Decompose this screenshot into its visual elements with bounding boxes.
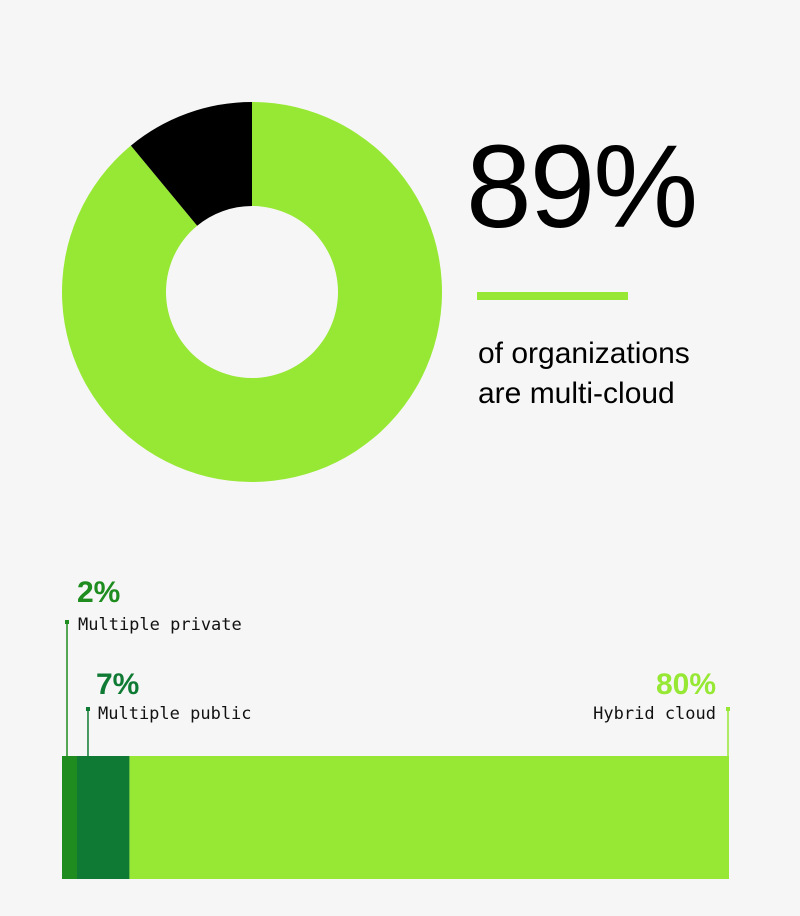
public-percentage-label: 7% [96,668,140,701]
bar-segment-hybrid-cloud [129,756,729,879]
caption-line-1: of organizations [478,337,690,370]
headline-caption: of organizations are multi-cloud [478,334,778,414]
private-category-label: Multiple private [78,615,242,635]
donut-chart [62,102,443,482]
leader-marker-1 [85,707,90,711]
headline-divider [477,292,628,300]
caption-line-2: are multi-cloud [478,377,675,410]
leader-marker-2 [726,707,730,711]
bar-segment-multiple-public [76,756,130,879]
leader-marker-0 [65,620,69,624]
headline-percentage: 89% [466,121,698,253]
hybrid-percentage-label: 80% [655,668,716,701]
public-category-label: Multiple public [98,704,252,724]
bar-segment-multiple-private [62,756,77,879]
hybrid-category-label: Hybrid cloud [593,704,716,724]
private-percentage-label: 2% [77,576,121,609]
donut-slice-multi-cloud [62,102,443,482]
donut-slice-other [130,102,252,226]
